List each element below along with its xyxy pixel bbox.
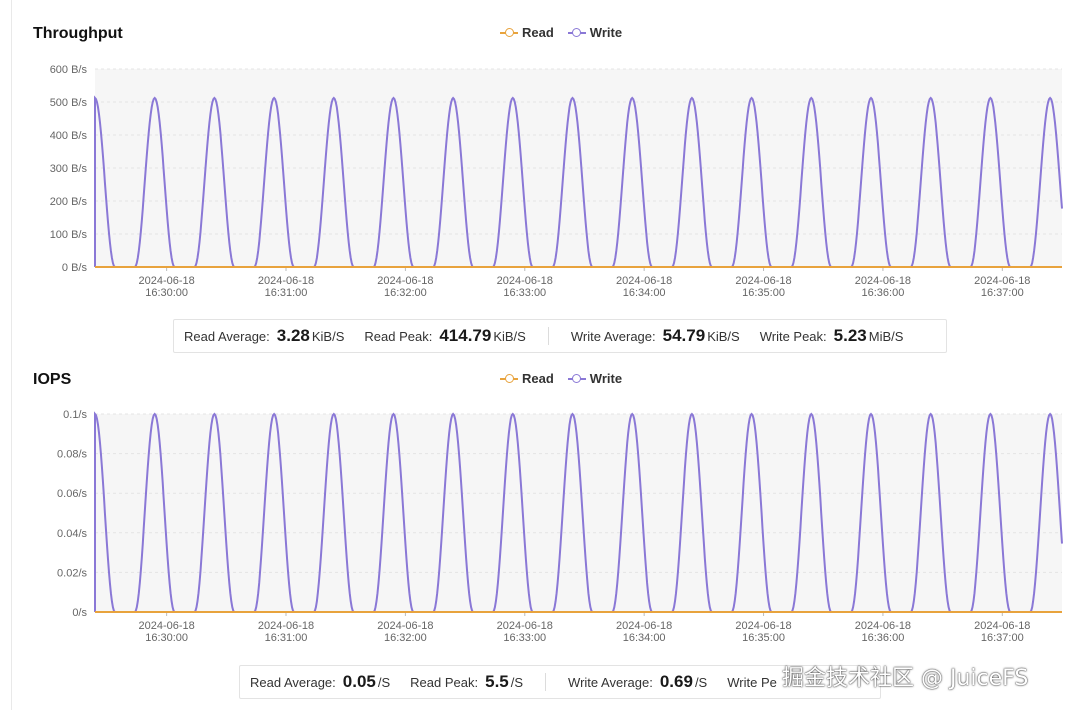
read-average-label: Read Average: [250, 675, 336, 690]
legend-item-write[interactable]: Write [567, 371, 623, 386]
write-average-stat: Write Average: 54.79 KiB/S [561, 326, 750, 346]
legend-item-write[interactable]: Write [567, 25, 623, 40]
stats-divider [545, 673, 547, 691]
write-average-value: 54.79 [662, 326, 706, 345]
legend-item-read[interactable]: Read [500, 371, 554, 386]
read-average-unit: KiB/S [311, 329, 345, 344]
iops-stats-bar: Read Average: 0.05 /S Read Peak: 5.5 /S … [239, 665, 881, 699]
y-tick-label: 600 B/s [50, 64, 88, 76]
write-average-value: 0.69 [659, 672, 693, 691]
x-tick-label: 2024-06-18 16:37:00 [974, 620, 1030, 644]
write-legend-icon [567, 374, 586, 384]
iops-title: IOPS [33, 371, 72, 388]
read-average-label: Read Average: [184, 329, 270, 344]
y-tick-label: 400 B/s [50, 130, 88, 142]
x-tick-label: 2024-06-18 16:30:00 [138, 620, 194, 644]
y-tick-label: 0/s [72, 607, 87, 619]
legend-label-read: Read [522, 371, 554, 386]
x-tick-label: 2024-06-18 16:30:00 [138, 275, 194, 299]
throughput-chart: 0 B/s 100 B/s 200 B/s 300 B/s 400 B/s 500 B/s… [50, 64, 1063, 299]
x-tick-label: 2024-06-18 16:36:00 [855, 275, 911, 299]
read-legend-icon [500, 28, 518, 38]
iops-legend: Read Write [500, 371, 622, 386]
write-peak-value: 5.23 [833, 326, 867, 345]
read-average-value: 0.05 [342, 672, 376, 691]
x-tick-label: 2024-06-18 16:32:00 [377, 620, 433, 644]
stats-divider [547, 327, 549, 345]
read-peak-stat: Read Peak: 414.79 KiB/S [354, 326, 535, 346]
y-tick-label: 0 B/s [62, 262, 88, 274]
x-tick-label: 2024-06-18 16:31:00 [258, 620, 314, 644]
x-tick-label: 2024-06-18 16:32:00 [377, 275, 433, 299]
y-tick-label: 0.02/s [57, 567, 87, 579]
y-tick-label: 500 B/s [50, 97, 88, 109]
throughput-title: Throughput [33, 25, 123, 42]
y-tick-label: 200 B/s [50, 196, 88, 208]
y-tick-label: 0.1/s [63, 409, 87, 421]
read-average-stat: Read Average: 0.05 /S [240, 672, 400, 692]
x-tick-label: 2024-06-18 16:33:00 [497, 275, 553, 299]
legend-label-write: Write [589, 371, 623, 386]
legend-label-read: Read [522, 25, 554, 40]
x-tick-label: 2024-06-18 16:36:00 [855, 620, 911, 644]
x-tick-label: 2024-06-18 16:34:00 [616, 275, 672, 299]
read-peak-unit: /S [510, 675, 524, 690]
left-border [11, 0, 12, 710]
legend-label-write: Write [589, 25, 623, 40]
iops-panel: IOPS Read Write 0/s 0.02/s 0.04/s 0.06/s 0.0… [0, 345, 1082, 710]
write-average-unit: /S [694, 675, 708, 690]
x-tick-label: 2024-06-18 16:33:00 [497, 620, 553, 644]
read-peak-unit: KiB/S [493, 329, 526, 344]
write-average-unit: KiB/S [707, 329, 740, 344]
read-average-unit: /S [377, 675, 391, 690]
y-tick-label: 0.08/s [57, 449, 87, 461]
y-tick-label: 300 B/s [50, 163, 88, 175]
read-peak-stat: Read Peak: 5.5 /S [400, 672, 533, 692]
throughput-stats-bar: Read Average: 3.28 KiB/S Read Peak: 414.… [173, 319, 947, 353]
x-tick-label: 2024-06-18 16:34:00 [616, 620, 672, 644]
read-average-value: 3.28 [276, 326, 310, 345]
y-tick-label: 100 B/s [50, 229, 88, 241]
throughput-legend: Read Write [500, 25, 622, 40]
read-peak-label: Read Peak: [364, 329, 433, 344]
throughput-panel: Throughput Read Write 0 B/s 100 B/s 200 B/… [33, 25, 1063, 353]
read-peak-value: 5.5 [485, 672, 509, 691]
x-tick-label: 2024-06-18 16:35:00 [735, 620, 791, 644]
y-tick-label: 0.04/s [57, 528, 87, 540]
write-legend-icon [567, 28, 586, 38]
watermark: 掘金技术社区 @ JuiceFS [782, 666, 1029, 691]
x-tick-label: 2024-06-18 16:35:00 [735, 275, 791, 299]
write-average-label: Write Average: [568, 675, 653, 690]
write-peak-unit: MiB/S [868, 329, 904, 344]
y-tick-label: 0.06/s [57, 488, 87, 500]
read-average-stat: Read Average: 3.28 KiB/S [174, 326, 354, 346]
read-legend-icon [500, 374, 518, 384]
read-peak-label: Read Peak: [410, 675, 479, 690]
write-peak-stat: Write Pe [717, 675, 794, 690]
x-tick-label: 2024-06-18 16:31:00 [258, 275, 314, 299]
iops-chart: 0/s 0.02/s 0.04/s 0.06/s 0.08/s 0.1/s 2024-06-… [57, 409, 1063, 644]
write-peak-stat: Write Peak: 5.23 MiB/S [750, 326, 914, 346]
x-tick-label: 2024-06-18 16:37:00 [974, 275, 1030, 299]
legend-item-read[interactable]: Read [500, 25, 554, 40]
write-peak-label: Write Pe [727, 674, 777, 690]
read-peak-value: 414.79 [439, 326, 492, 345]
write-average-label: Write Average: [570, 329, 656, 344]
write-average-stat: Write Average: 0.69 /S [558, 672, 717, 692]
write-peak-label: Write Peak: [759, 329, 827, 344]
